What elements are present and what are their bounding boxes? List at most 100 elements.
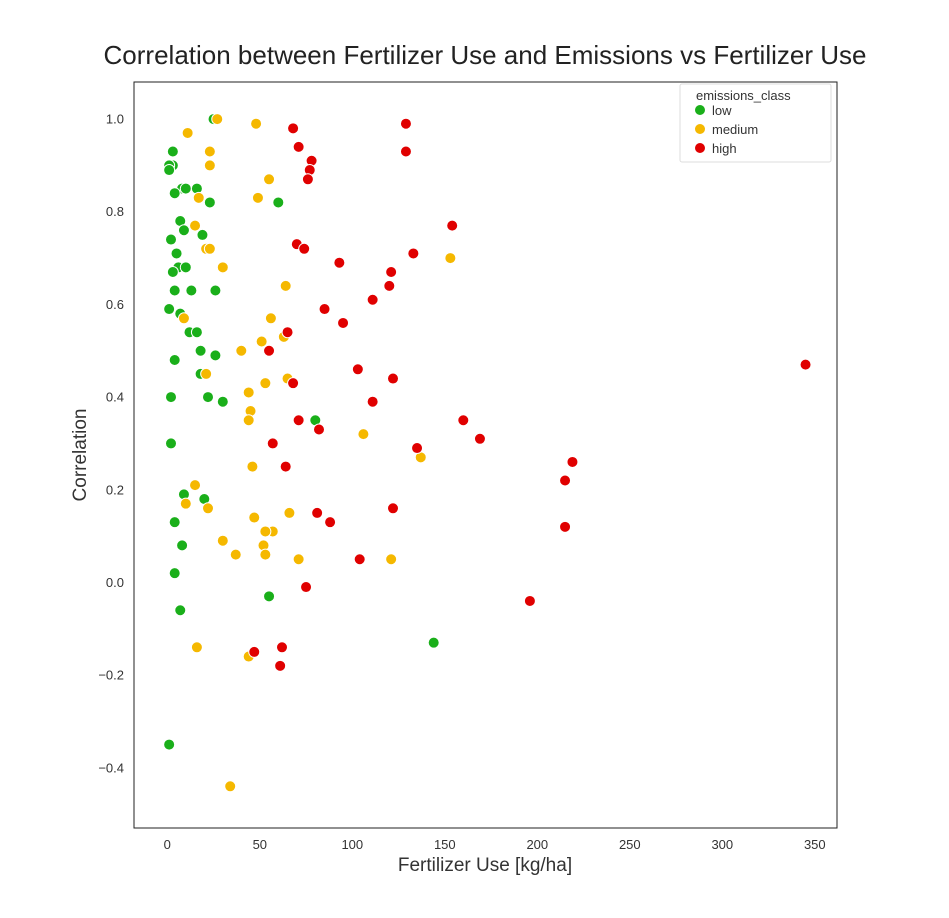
- legend-marker-low: [694, 104, 706, 116]
- legend-label-medium: medium: [712, 122, 758, 137]
- data-point-high: [399, 145, 412, 158]
- data-point-low: [185, 284, 198, 297]
- data-point-high: [276, 641, 288, 654]
- data-point-medium: [200, 367, 213, 380]
- data-point-medium: [263, 173, 276, 186]
- y-tick-label: −0.4: [98, 760, 124, 775]
- data-point-low: [168, 284, 181, 297]
- data-point-low: [163, 164, 176, 177]
- data-point-low: [179, 261, 192, 274]
- data-point-low: [209, 284, 222, 297]
- data-point-medium: [192, 191, 205, 204]
- data-point-low: [163, 738, 176, 751]
- data-point-high: [387, 372, 399, 385]
- data-point-high: [281, 326, 294, 339]
- data-point-high: [351, 363, 364, 376]
- data-point-high: [411, 442, 424, 455]
- data-point-low: [166, 265, 179, 278]
- data-point-low: [179, 182, 192, 195]
- data-point-medium: [190, 641, 203, 654]
- data-point-high: [298, 242, 311, 255]
- data-point-high: [385, 265, 398, 278]
- data-point-low: [176, 539, 189, 552]
- data-point-low: [168, 516, 181, 529]
- legend-marker-medium: [694, 123, 706, 135]
- x-tick-label: 350: [804, 837, 826, 852]
- y-axis-label: Correlation: [70, 409, 91, 502]
- plot-area: [133, 81, 838, 829]
- y-tick-label: 0.0: [106, 575, 124, 590]
- data-point-high: [292, 140, 305, 153]
- data-point-low: [168, 354, 181, 367]
- data-point-medium: [279, 279, 292, 292]
- data-point-medium: [357, 428, 370, 441]
- data-point-high: [318, 303, 331, 316]
- x-tick-label: 300: [711, 837, 733, 852]
- data-point-medium: [179, 497, 192, 510]
- data-point-high: [301, 173, 314, 186]
- data-point-medium: [259, 548, 272, 561]
- data-point-low: [202, 391, 214, 404]
- ticks-layer: 0 50 100 150 200 250 300 350 −0.4 −0.2 0.0 0.2 0.4 0.…: [98, 112, 825, 852]
- data-point-high: [287, 122, 300, 135]
- x-tick-label: 0: [164, 837, 171, 852]
- data-point-high: [300, 581, 313, 594]
- data-point-low: [263, 590, 276, 603]
- data-point-high: [383, 279, 396, 292]
- data-point-medium: [229, 548, 242, 561]
- data-point-high: [399, 117, 412, 130]
- data-point-high: [333, 256, 346, 269]
- x-tick-label: 50: [253, 837, 267, 852]
- data-point-high: [248, 645, 261, 658]
- data-point-high: [457, 414, 470, 427]
- data-point-high: [287, 377, 300, 390]
- data-point-medium: [251, 191, 264, 204]
- data-point-low: [165, 391, 177, 404]
- data-point-high: [446, 219, 459, 232]
- data-point-low: [196, 228, 209, 241]
- data-point-high: [407, 247, 420, 260]
- data-point-low: [190, 326, 203, 339]
- data-point-medium: [259, 377, 272, 390]
- legend-title: emissions_class: [696, 88, 791, 103]
- data-point-high: [353, 553, 366, 566]
- legend-label-low: low: [712, 103, 732, 118]
- data-point-medium: [189, 219, 202, 232]
- data-point-low: [194, 344, 207, 357]
- data-point-medium: [203, 242, 216, 255]
- data-point-medium: [264, 312, 277, 325]
- points-layer: [163, 113, 812, 793]
- data-point-medium: [177, 312, 190, 325]
- data-point-low: [203, 196, 216, 209]
- data-point-medium: [283, 506, 296, 519]
- data-point-low: [168, 187, 181, 200]
- data-point-medium: [202, 502, 214, 515]
- data-point-high: [263, 344, 276, 357]
- data-point-low: [272, 196, 285, 209]
- data-point-low: [427, 636, 440, 649]
- data-point-low: [170, 247, 183, 260]
- x-tick-label: 200: [526, 837, 548, 852]
- data-point-medium: [211, 113, 224, 126]
- data-point-high: [559, 520, 572, 533]
- y-tick-label: −0.2: [98, 668, 124, 683]
- data-point-high: [473, 432, 486, 445]
- data-point-medium: [224, 780, 237, 793]
- data-point-medium: [181, 126, 194, 139]
- data-point-medium: [216, 261, 229, 274]
- data-point-high: [313, 423, 325, 436]
- data-point-high: [311, 506, 324, 519]
- data-point-high: [799, 358, 812, 371]
- data-point-low: [166, 145, 179, 158]
- y-tick-label: 1.0: [106, 112, 124, 127]
- data-point-medium: [248, 511, 261, 524]
- data-point-high: [274, 659, 287, 672]
- data-point-high: [266, 437, 279, 450]
- data-point-low: [165, 437, 177, 450]
- data-point-low: [209, 349, 222, 362]
- data-point-medium: [292, 553, 305, 566]
- data-point-high: [279, 460, 292, 473]
- legend-box: [679, 83, 832, 163]
- chart-title: Correlation between Fertilizer Use and E…: [104, 40, 867, 70]
